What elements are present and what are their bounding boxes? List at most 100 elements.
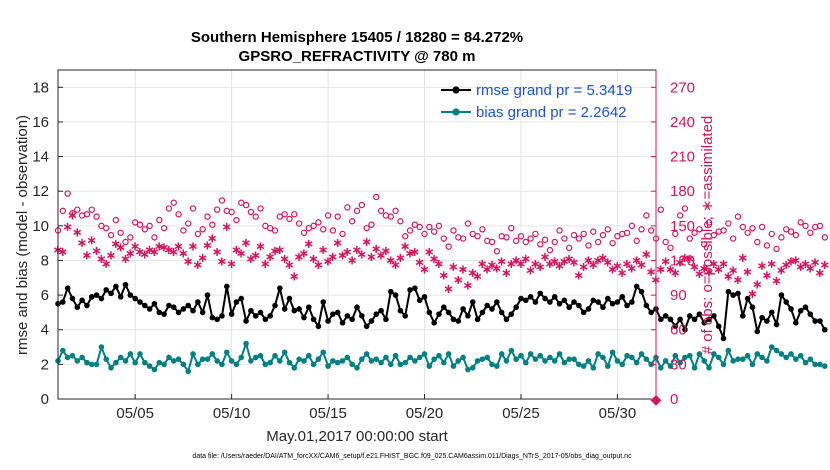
possible-obs-marker — [324, 212, 332, 219]
bias-point — [243, 340, 249, 347]
assimilated-obs-marker: ∗ — [62, 220, 73, 235]
bias-point — [344, 354, 351, 361]
rmse-point — [508, 311, 515, 317]
rmse-point — [672, 323, 679, 330]
possible-obs-marker — [329, 227, 337, 234]
obs-count-markers: ∗∗∗∗∗∗∗∗∗∗∗∗∗∗∗∗∗∗∗∗∗∗∗∗∗∗∗∗∗∗∗∗∗∗∗∗∗∗∗∗… — [53, 190, 830, 408]
bias-point — [812, 361, 818, 368]
rmse-point — [296, 306, 302, 312]
bias-point — [730, 358, 736, 364]
bias-point — [527, 351, 534, 357]
bias-point — [797, 352, 804, 359]
rmse-point — [773, 321, 780, 328]
rmse-point — [619, 294, 626, 300]
possible-obs-marker — [503, 234, 510, 241]
bias-point — [450, 363, 457, 369]
rmse-point — [305, 304, 312, 311]
assimilated-obs-marker: ∗ — [588, 258, 599, 273]
rmse-point — [407, 287, 413, 293]
rmse-point — [441, 304, 447, 311]
x-tick-label: 05/15 — [309, 405, 347, 422]
bias-point — [445, 351, 452, 357]
x-ticks: 05/05 05/10 05/15 05/20 05/25 05/30 — [116, 394, 636, 422]
rmse-point — [132, 295, 138, 302]
bias-point — [214, 358, 220, 364]
assimilated-obs-marker: ∗ — [530, 257, 541, 272]
assimilated-obs-marker: ∗ — [786, 254, 797, 269]
possible-obs-marker — [720, 227, 727, 234]
rmse-point — [402, 313, 409, 319]
right-y-tick-label: 30 — [670, 356, 687, 373]
assimilated-obs-marker: ∗ — [540, 250, 551, 265]
bias-point — [686, 352, 693, 359]
assimilated-obs-marker: ∗ — [424, 245, 435, 260]
assimilated-obs-marker: ∗ — [708, 257, 719, 272]
possible-obs-marker — [647, 227, 655, 234]
possible-obs-marker — [107, 231, 115, 239]
bias-point — [503, 358, 510, 364]
left-y-tick-label: 12 — [32, 183, 49, 200]
assimilated-obs-marker: ∗ — [139, 248, 150, 263]
assimilated-obs-marker: ∗ — [270, 244, 281, 259]
bias-point — [807, 356, 814, 362]
bias-point — [682, 354, 688, 361]
bias-point — [291, 365, 298, 371]
left-y-tick-label: 0 — [41, 391, 49, 408]
possible-obs-marker — [74, 206, 81, 213]
assimilated-obs-marker: ∗ — [462, 279, 473, 294]
bias-point — [354, 365, 360, 371]
assimilated-obs-marker: ∗ — [149, 245, 160, 260]
assimilated-obs-marker: ∗ — [57, 245, 68, 260]
rmse-point — [363, 323, 370, 330]
possible-obs-marker — [628, 222, 636, 230]
possible-obs-marker — [305, 224, 312, 232]
rmse-point — [807, 311, 814, 317]
bias-point — [108, 365, 114, 371]
assimilated-obs-marker: ∗ — [429, 252, 440, 267]
bias-point — [662, 358, 669, 364]
possible-obs-marker — [821, 234, 828, 241]
assimilated-obs-marker: ∗ — [718, 257, 729, 272]
rmse-point — [730, 292, 736, 298]
possible-obs-marker — [353, 207, 361, 215]
possible-obs-marker — [88, 206, 95, 213]
bias-point — [272, 352, 278, 359]
assimilated-obs-marker: ∗ — [819, 258, 830, 273]
rmse-point — [397, 307, 404, 314]
possible-obs-marker — [686, 235, 693, 242]
bias-point — [368, 358, 375, 364]
bias-point — [426, 363, 433, 369]
bias-point — [84, 359, 90, 366]
rmse-point — [199, 309, 206, 316]
bias-point — [248, 358, 254, 364]
rmse-point — [503, 316, 510, 323]
left-y-tick-label: 18 — [32, 79, 49, 96]
possible-obs-marker — [406, 227, 414, 234]
assimilated-obs-marker: ∗ — [665, 263, 676, 278]
bias-point — [672, 352, 679, 359]
assimilated-obs-marker: ∗ — [72, 226, 83, 241]
assimilated-obs-marker: ∗ — [511, 253, 522, 268]
bias-point — [88, 361, 95, 368]
bias-point — [542, 358, 548, 364]
possible-obs-marker — [580, 230, 587, 238]
rmse-point — [735, 290, 741, 297]
bias-point — [469, 365, 476, 371]
possible-obs-marker — [797, 219, 804, 226]
assimilated-obs-marker: ∗ — [135, 245, 146, 260]
rmse-point — [108, 290, 114, 297]
rmse-point — [566, 304, 572, 311]
rmse-point — [175, 309, 182, 316]
possible-obs-marker — [807, 229, 814, 236]
possible-obs-marker — [397, 218, 404, 225]
bias-point — [658, 365, 664, 371]
bias-point — [170, 358, 177, 364]
possible-obs-marker — [141, 226, 149, 233]
bias-point — [802, 359, 809, 366]
left-y-ticks: 0 2 4 6 8 10 12 14 16 18 — [32, 79, 63, 408]
assimilated-obs-marker: ∗ — [173, 239, 184, 254]
bias-point — [667, 363, 674, 369]
bias-point — [441, 359, 447, 366]
assimilated-obs-marker: ∗ — [742, 265, 753, 280]
assimilated-obs-marker: ∗ — [106, 249, 117, 264]
